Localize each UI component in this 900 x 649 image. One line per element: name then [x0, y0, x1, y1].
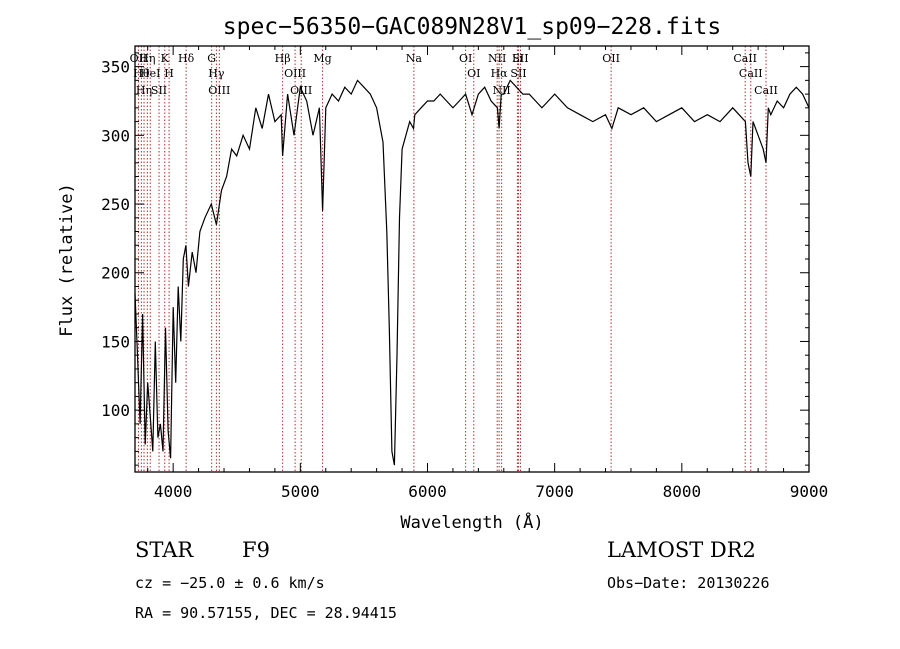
redshift-velocity: cz = −25.0 ± 0.6 km/s	[135, 574, 325, 592]
x-tick-label: 4000	[154, 482, 193, 501]
line-marker-label: OIII	[284, 67, 306, 80]
line-marker-label: Mg	[313, 52, 331, 65]
line-marker-label: Hδ	[178, 52, 195, 65]
line-marker-label: Na	[406, 52, 423, 65]
line-marker-label: CaII	[733, 52, 757, 65]
line-marker-label: Hβ	[275, 52, 291, 65]
plot-frame	[134, 45, 810, 473]
observation-date: Obs−Date: 20130226	[607, 574, 770, 592]
x-tick-label: 5000	[281, 482, 320, 501]
line-marker-label: Hθ	[133, 67, 150, 80]
x-axis-label: Wavelength (Å)	[400, 511, 543, 533]
line-marker-label: NII	[492, 84, 510, 97]
chart-title: spec−56350−GAC089N28V1_sp09−228.fits	[223, 14, 722, 40]
line-marker-label: H	[164, 67, 174, 80]
object-class: STAR	[135, 538, 194, 562]
x-tick-label: 9000	[790, 482, 829, 501]
x-tick-label: 8000	[663, 482, 702, 501]
line-marker-label: Hα	[491, 67, 509, 80]
coordinates: RA = 90.57155, DEC = 28.94415	[135, 604, 397, 622]
line-marker-label: G	[207, 52, 216, 65]
y-axis-ticks: 100 150 200 250 300 350	[101, 52, 809, 466]
line-marker-label: SII	[510, 67, 526, 80]
object-subclass: F9	[242, 538, 270, 562]
line-marker-label: OI	[467, 67, 480, 80]
survey-name: LAMOST DR2	[607, 538, 756, 562]
y-tick-label: 150	[101, 332, 130, 351]
line-marker-label: CaII	[754, 84, 778, 97]
line-marker-label: OI	[459, 52, 472, 65]
y-tick-label: 300	[101, 126, 130, 145]
line-markers	[137, 46, 767, 472]
line-marker-label: HeI	[140, 67, 160, 80]
line-marker-label: NII	[488, 52, 506, 65]
line-marker-label: Li	[512, 52, 523, 65]
line-marker-label: OIII	[208, 84, 230, 97]
x-tick-label: 6000	[408, 482, 447, 501]
x-tick-label: 7000	[535, 482, 574, 501]
line-marker-label: OII	[602, 52, 620, 65]
line-marker-label: SII	[151, 84, 167, 97]
line-marker-label: Hη	[139, 52, 155, 65]
y-tick-label: 200	[101, 264, 130, 283]
spectrum-line	[134, 79, 810, 466]
line-marker-label: OII	[130, 52, 148, 65]
y-tick-label: 250	[101, 195, 130, 214]
line-marker-label: CaII	[739, 67, 763, 80]
line-marker-label: Hγ	[208, 67, 225, 80]
line-marker-label: SII	[512, 52, 528, 65]
y-tick-label: 100	[101, 401, 130, 420]
line-marker-label: K	[161, 52, 170, 65]
x-axis-ticks: 4000 5000 6000 7000 8000 9000	[147, 46, 829, 501]
line-marker-label: Hη	[136, 84, 152, 97]
y-axis-label: Flux (relative)	[57, 183, 77, 337]
y-tick-label: 350	[101, 58, 130, 77]
